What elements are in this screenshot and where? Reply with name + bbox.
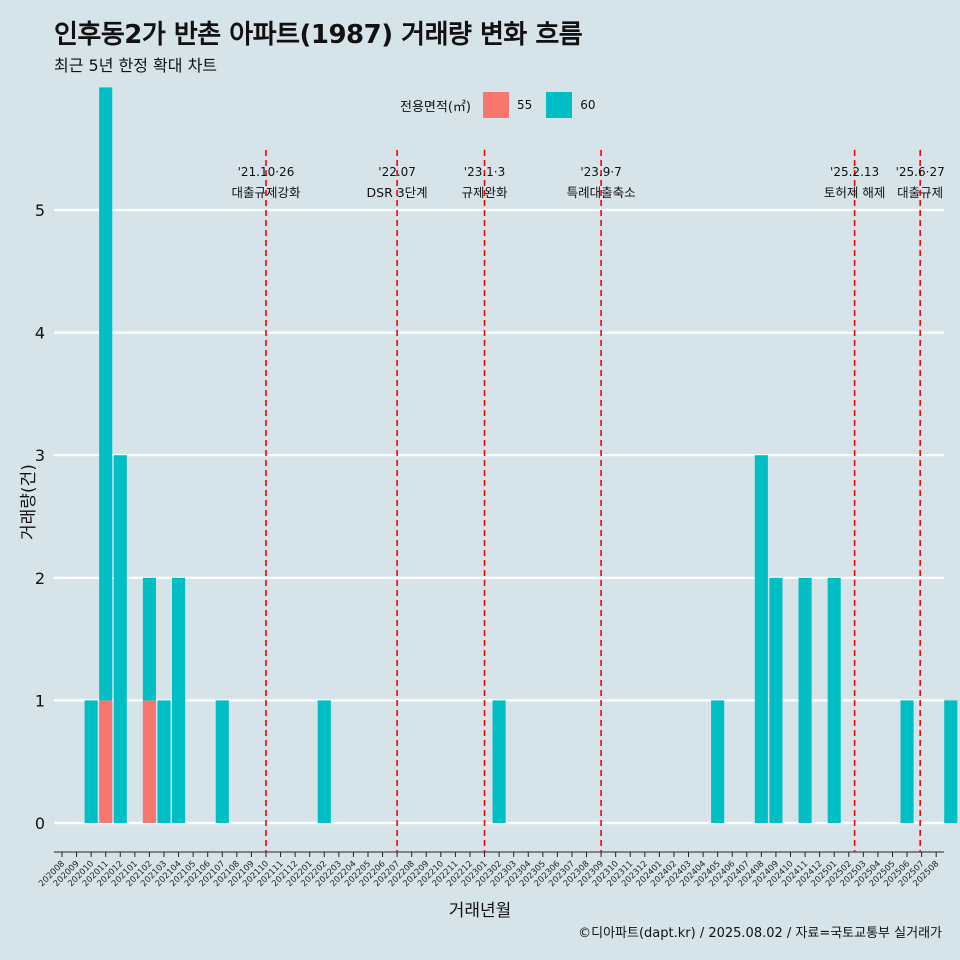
x-axis-label: 거래년월 [448,901,512,921]
bar-60-202104 [172,577,186,823]
y-tick-label: 2 [35,569,45,588]
chart-subtitle: 최근 5년 한정 확대 차트 [54,56,218,75]
event-name-label: 대출규제강화 [231,185,301,200]
bar-60-202107 [215,700,229,823]
bar-60-202408 [754,455,768,823]
bar-60-202509 [944,700,958,823]
event-name-label: 대출규제 [897,185,943,200]
event-date-label: '22.07 [378,165,416,179]
y-tick-label: 3 [35,446,45,465]
bar-55-202011 [99,700,113,823]
bar-60-202010 [84,700,98,823]
legend-swatch-60 [546,92,573,118]
bar-60-202506 [900,700,914,823]
bar-60-202202 [317,700,331,823]
y-tick-label: 5 [35,201,45,220]
bar-60-202011 [99,87,113,701]
y-tick-label: 4 [35,324,45,343]
bar-60-202501 [827,577,841,823]
legend-label-55: 55 [516,98,533,112]
chart-title: 인후동2가 반촌 아파트(1987) 거래량 변화 흐름 [54,20,583,50]
event-name-label: 특례대출축소 [567,185,636,200]
legend: 전용면적(㎡) 55 60 [400,92,602,118]
legend-title: 전용면적(㎡) [400,99,471,115]
bar-60-202012 [113,455,127,823]
event-date-label: '25.6·27 [896,165,945,179]
legend-label-60: 60 [580,98,596,112]
legend-swatch-55 [482,92,509,118]
bar-55-202102 [142,700,156,823]
y-tick-label: 0 [35,814,45,833]
event-date-label: '25.2.13 [830,165,879,179]
event-name-label: 토허제 해제 [824,185,885,200]
source-caption: ©디아파트(dapt.kr) / 2025.08.02 / 자료=국토교통부 실… [578,926,942,941]
event-name-label: DSR 3단계 [367,185,428,200]
bar-60-202409 [769,577,783,823]
event-date-label: '23.9·7 [580,165,621,179]
bar-60-202102 [142,577,156,701]
event-name-label: 규제완화 [462,185,509,200]
bar-60-202411 [798,577,812,823]
bar-60-202405 [711,700,725,823]
event-date-label: '23.1·3 [464,165,505,179]
event-date-label: '21.10·26 [238,165,295,179]
y-axis-label: 거래량(건) [19,464,39,540]
y-tick-label: 1 [35,691,45,710]
bar-60-202302 [492,700,506,823]
bar-60-202103 [157,700,171,823]
